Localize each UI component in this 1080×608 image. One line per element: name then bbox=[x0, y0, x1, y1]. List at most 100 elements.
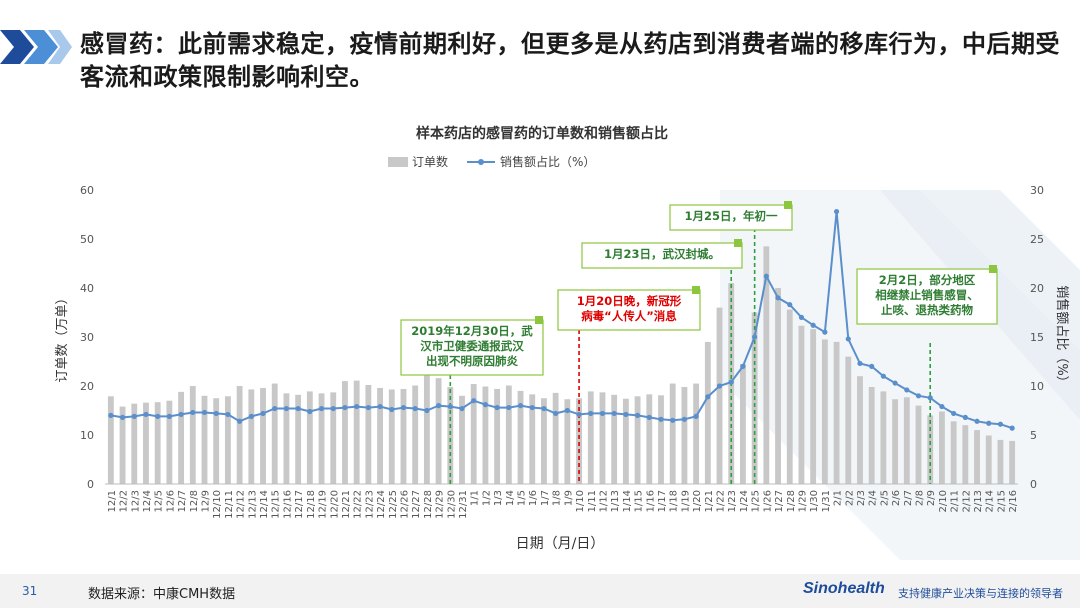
bar bbox=[857, 376, 863, 484]
line-point bbox=[260, 410, 266, 417]
bar bbox=[950, 421, 957, 484]
line-point bbox=[494, 404, 500, 411]
bar bbox=[634, 396, 641, 484]
line-point bbox=[693, 413, 699, 419]
bar bbox=[611, 394, 618, 484]
line-point bbox=[506, 404, 512, 411]
x-tick-label: 2/1 bbox=[833, 490, 844, 506]
x-tick-label: 12/16 bbox=[282, 490, 293, 519]
bar bbox=[459, 395, 465, 484]
line-point bbox=[529, 404, 535, 411]
data-source: 数据来源：中康CMH数据 bbox=[88, 587, 236, 602]
line-point bbox=[775, 295, 781, 301]
x-tick-label: 12/28 bbox=[423, 490, 434, 519]
x-tick-label: 1/14 bbox=[622, 490, 633, 512]
bar bbox=[564, 399, 571, 484]
line-point bbox=[974, 418, 980, 424]
line-point bbox=[283, 405, 290, 412]
slide-headline: 感冒药：此前需求稳定，疫情前期利好，但更多是从药店到消费者端的移库行为，中后期受… bbox=[80, 30, 1060, 91]
x-tick-label: 12/17 bbox=[294, 490, 305, 519]
line-point bbox=[225, 411, 231, 418]
x-tick-label: 1/16 bbox=[645, 490, 656, 512]
line-point bbox=[447, 403, 453, 410]
y2-tick-label: 20 bbox=[1030, 282, 1044, 295]
line-point bbox=[576, 411, 582, 418]
bar bbox=[189, 386, 196, 484]
line-point bbox=[810, 322, 816, 328]
annotation-text: 2019年12月30日，武 bbox=[411, 324, 533, 338]
line-point bbox=[482, 402, 489, 408]
line-point bbox=[623, 411, 629, 418]
legend-bar-swatch bbox=[388, 157, 408, 167]
x-tick-label: 2/14 bbox=[985, 490, 996, 512]
bar bbox=[587, 391, 594, 484]
x-tick-label: 2/6 bbox=[891, 490, 902, 506]
bar bbox=[868, 386, 875, 484]
line-point bbox=[143, 411, 149, 418]
annotation-box bbox=[856, 268, 998, 325]
line-point bbox=[798, 314, 805, 320]
bar bbox=[622, 398, 629, 484]
x-tick-label: 12/23 bbox=[364, 490, 375, 519]
bar bbox=[740, 363, 746, 484]
x-tick-label: 2/2 bbox=[844, 490, 855, 506]
x-axis-label: 日期（月/日） bbox=[516, 536, 605, 552]
x-tick-label: 12/18 bbox=[306, 490, 317, 519]
line-point bbox=[330, 405, 336, 412]
annotation-text: 相继禁止销售感冒、 bbox=[875, 288, 979, 302]
x-tick-label: 1/20 bbox=[692, 490, 703, 512]
line-point bbox=[553, 410, 559, 417]
x-tick-label: 12/24 bbox=[376, 490, 387, 519]
x-tick-label: 1/11 bbox=[587, 490, 598, 512]
bar bbox=[985, 435, 992, 484]
line-point bbox=[892, 380, 898, 386]
x-tick-label: 2/3 bbox=[856, 490, 867, 506]
x-tick-label: 1/2 bbox=[481, 490, 492, 506]
x-tick-label: 2/13 bbox=[973, 490, 984, 512]
line-point bbox=[400, 404, 407, 411]
x-tick-label: 12/11 bbox=[224, 490, 235, 519]
x-tick-label: 1/24 bbox=[739, 490, 750, 512]
bar bbox=[599, 392, 606, 484]
page-number: 31 bbox=[22, 584, 38, 598]
line-point bbox=[658, 416, 664, 422]
bar bbox=[505, 385, 512, 484]
y-tick-label: 50 bbox=[80, 233, 94, 246]
annotation-text: 止咳、退热类药物 bbox=[881, 303, 973, 317]
line-point bbox=[939, 403, 945, 410]
x-tick-label: 2/9 bbox=[926, 490, 937, 506]
annotation-text: 1月23日，武汉封城。 bbox=[604, 247, 720, 261]
x-tick-label: 1/19 bbox=[680, 490, 691, 512]
bar bbox=[447, 386, 454, 484]
x-tick-label: 2/16 bbox=[1008, 490, 1019, 512]
line-point bbox=[599, 410, 606, 417]
x-tick-label: 2/15 bbox=[996, 490, 1007, 512]
y2-tick-label: 10 bbox=[1030, 380, 1044, 393]
x-tick-label: 12/8 bbox=[189, 490, 200, 512]
x-tick-label: 1/21 bbox=[704, 490, 715, 512]
bar bbox=[517, 390, 524, 484]
x-tick-label: 12/9 bbox=[200, 490, 211, 512]
bar bbox=[213, 398, 220, 484]
x-tick-label: 1/17 bbox=[657, 490, 668, 512]
line-point bbox=[915, 393, 922, 399]
y-tick-label: 0 bbox=[87, 478, 94, 491]
x-tick-label: 1/30 bbox=[809, 490, 820, 512]
line-point bbox=[670, 417, 676, 423]
line-point bbox=[634, 412, 641, 418]
x-tick-label: 12/1 bbox=[107, 490, 118, 512]
bar bbox=[880, 391, 887, 484]
line-point bbox=[272, 405, 278, 412]
y-tick-label: 10 bbox=[80, 429, 94, 442]
bar bbox=[131, 403, 138, 484]
x-tick-label: 12/22 bbox=[353, 490, 364, 519]
x-tick-label: 12/20 bbox=[329, 490, 340, 519]
bar bbox=[353, 380, 360, 484]
bar bbox=[423, 371, 430, 484]
bar bbox=[658, 395, 664, 484]
bar bbox=[143, 402, 149, 484]
x-tick-label: 12/10 bbox=[212, 490, 223, 519]
line-point bbox=[611, 410, 617, 417]
line-point bbox=[705, 394, 711, 400]
